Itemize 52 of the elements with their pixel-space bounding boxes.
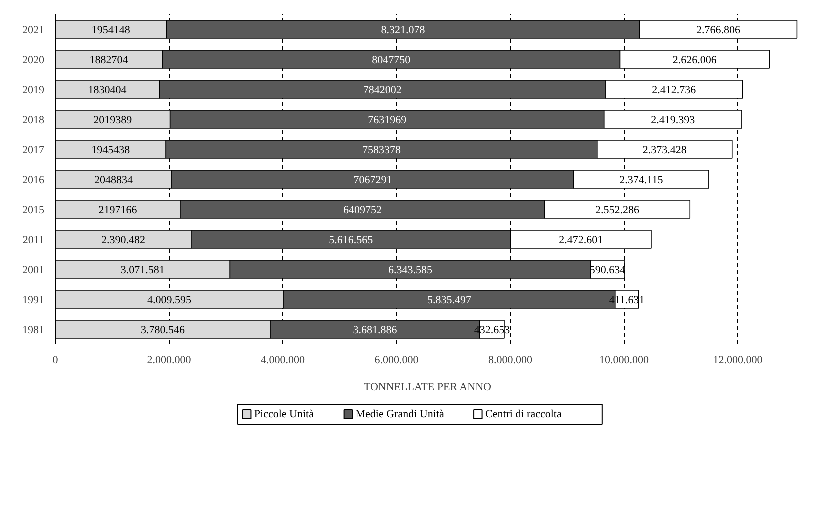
data-label: 2.373.428 xyxy=(642,144,688,156)
data-label: 1954148 xyxy=(92,24,131,36)
data-label: 3.681.886 xyxy=(353,324,398,336)
y-tick-label: 2011 xyxy=(22,234,44,246)
x-tick-label: 6.000.000 xyxy=(374,354,420,366)
data-label: 2.766.806 xyxy=(696,24,742,36)
x-tick-label: 4.000.000 xyxy=(260,354,306,366)
data-label: 2.472.601 xyxy=(559,234,604,246)
y-tick-label: 2016 xyxy=(22,174,45,186)
legend-label: Piccole Unità xyxy=(254,408,314,420)
data-label: 6409752 xyxy=(343,204,382,216)
y-tick-label: 2021 xyxy=(22,24,44,36)
x-tick-label: 2.000.000 xyxy=(147,354,192,366)
data-label: 8047750 xyxy=(372,54,412,66)
data-label: 2048834 xyxy=(94,174,134,186)
data-label: 7842002 xyxy=(363,84,402,96)
data-label: 2.552.286 xyxy=(596,204,640,216)
y-tick-label: 1981 xyxy=(22,324,44,336)
data-label: 7631969 xyxy=(368,114,408,126)
x-tick-label: 10.000.000 xyxy=(599,354,650,366)
data-label: 2.626.006 xyxy=(672,54,718,66)
y-tick-label: 2017 xyxy=(22,144,45,156)
data-label: 8.321.078 xyxy=(381,24,426,36)
data-label: 5.616.565 xyxy=(329,234,374,246)
y-tick-label: 2015 xyxy=(22,204,45,216)
y-tick-label: 1991 xyxy=(22,294,44,306)
data-label: 2.374.115 xyxy=(620,174,664,186)
legend-label: Centri di raccolta xyxy=(485,408,562,420)
x-tick-label: 0 xyxy=(52,354,59,366)
data-label: 7583378 xyxy=(362,144,402,156)
y-tick-label: 2018 xyxy=(22,114,45,126)
data-label: 2019389 xyxy=(94,114,133,126)
data-label: 1945438 xyxy=(92,144,131,156)
x-tick-label: 8.000.000 xyxy=(488,354,533,366)
legend-label: Medie Grandi Unità xyxy=(356,408,444,420)
y-tick-label: 2019 xyxy=(22,84,45,96)
data-label: 6.343.585 xyxy=(388,264,434,276)
data-label: 2.412.736 xyxy=(652,84,697,96)
data-label: 2197166 xyxy=(98,204,138,216)
data-label: 4.009.595 xyxy=(148,294,192,306)
data-label: 2.390.482 xyxy=(101,234,146,246)
data-label: 1882704 xyxy=(90,54,129,66)
x-tick-label: 12.000.000 xyxy=(713,354,764,366)
data-label: 5.835.497 xyxy=(427,294,472,306)
data-label: 1830404 xyxy=(88,84,128,96)
data-label: 3.071.581 xyxy=(120,264,165,276)
data-label: 2.419.393 xyxy=(651,114,696,126)
y-tick-label: 2001 xyxy=(22,264,44,276)
x-axis-title: TONNELLATE PER ANNO xyxy=(364,382,492,394)
data-label: 7067291 xyxy=(354,174,392,186)
y-tick-label: 2020 xyxy=(22,54,45,66)
data-label: 3.780.546 xyxy=(141,324,186,336)
